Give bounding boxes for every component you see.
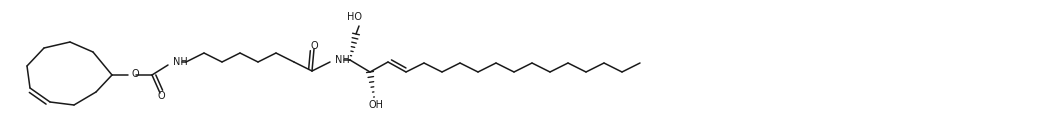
Text: O: O bbox=[158, 91, 165, 101]
Text: NH: NH bbox=[173, 57, 188, 67]
Text: O: O bbox=[132, 69, 140, 79]
Text: OH: OH bbox=[369, 100, 383, 110]
Text: NH: NH bbox=[335, 55, 350, 65]
Text: HO: HO bbox=[347, 12, 361, 22]
Text: O: O bbox=[310, 41, 317, 51]
